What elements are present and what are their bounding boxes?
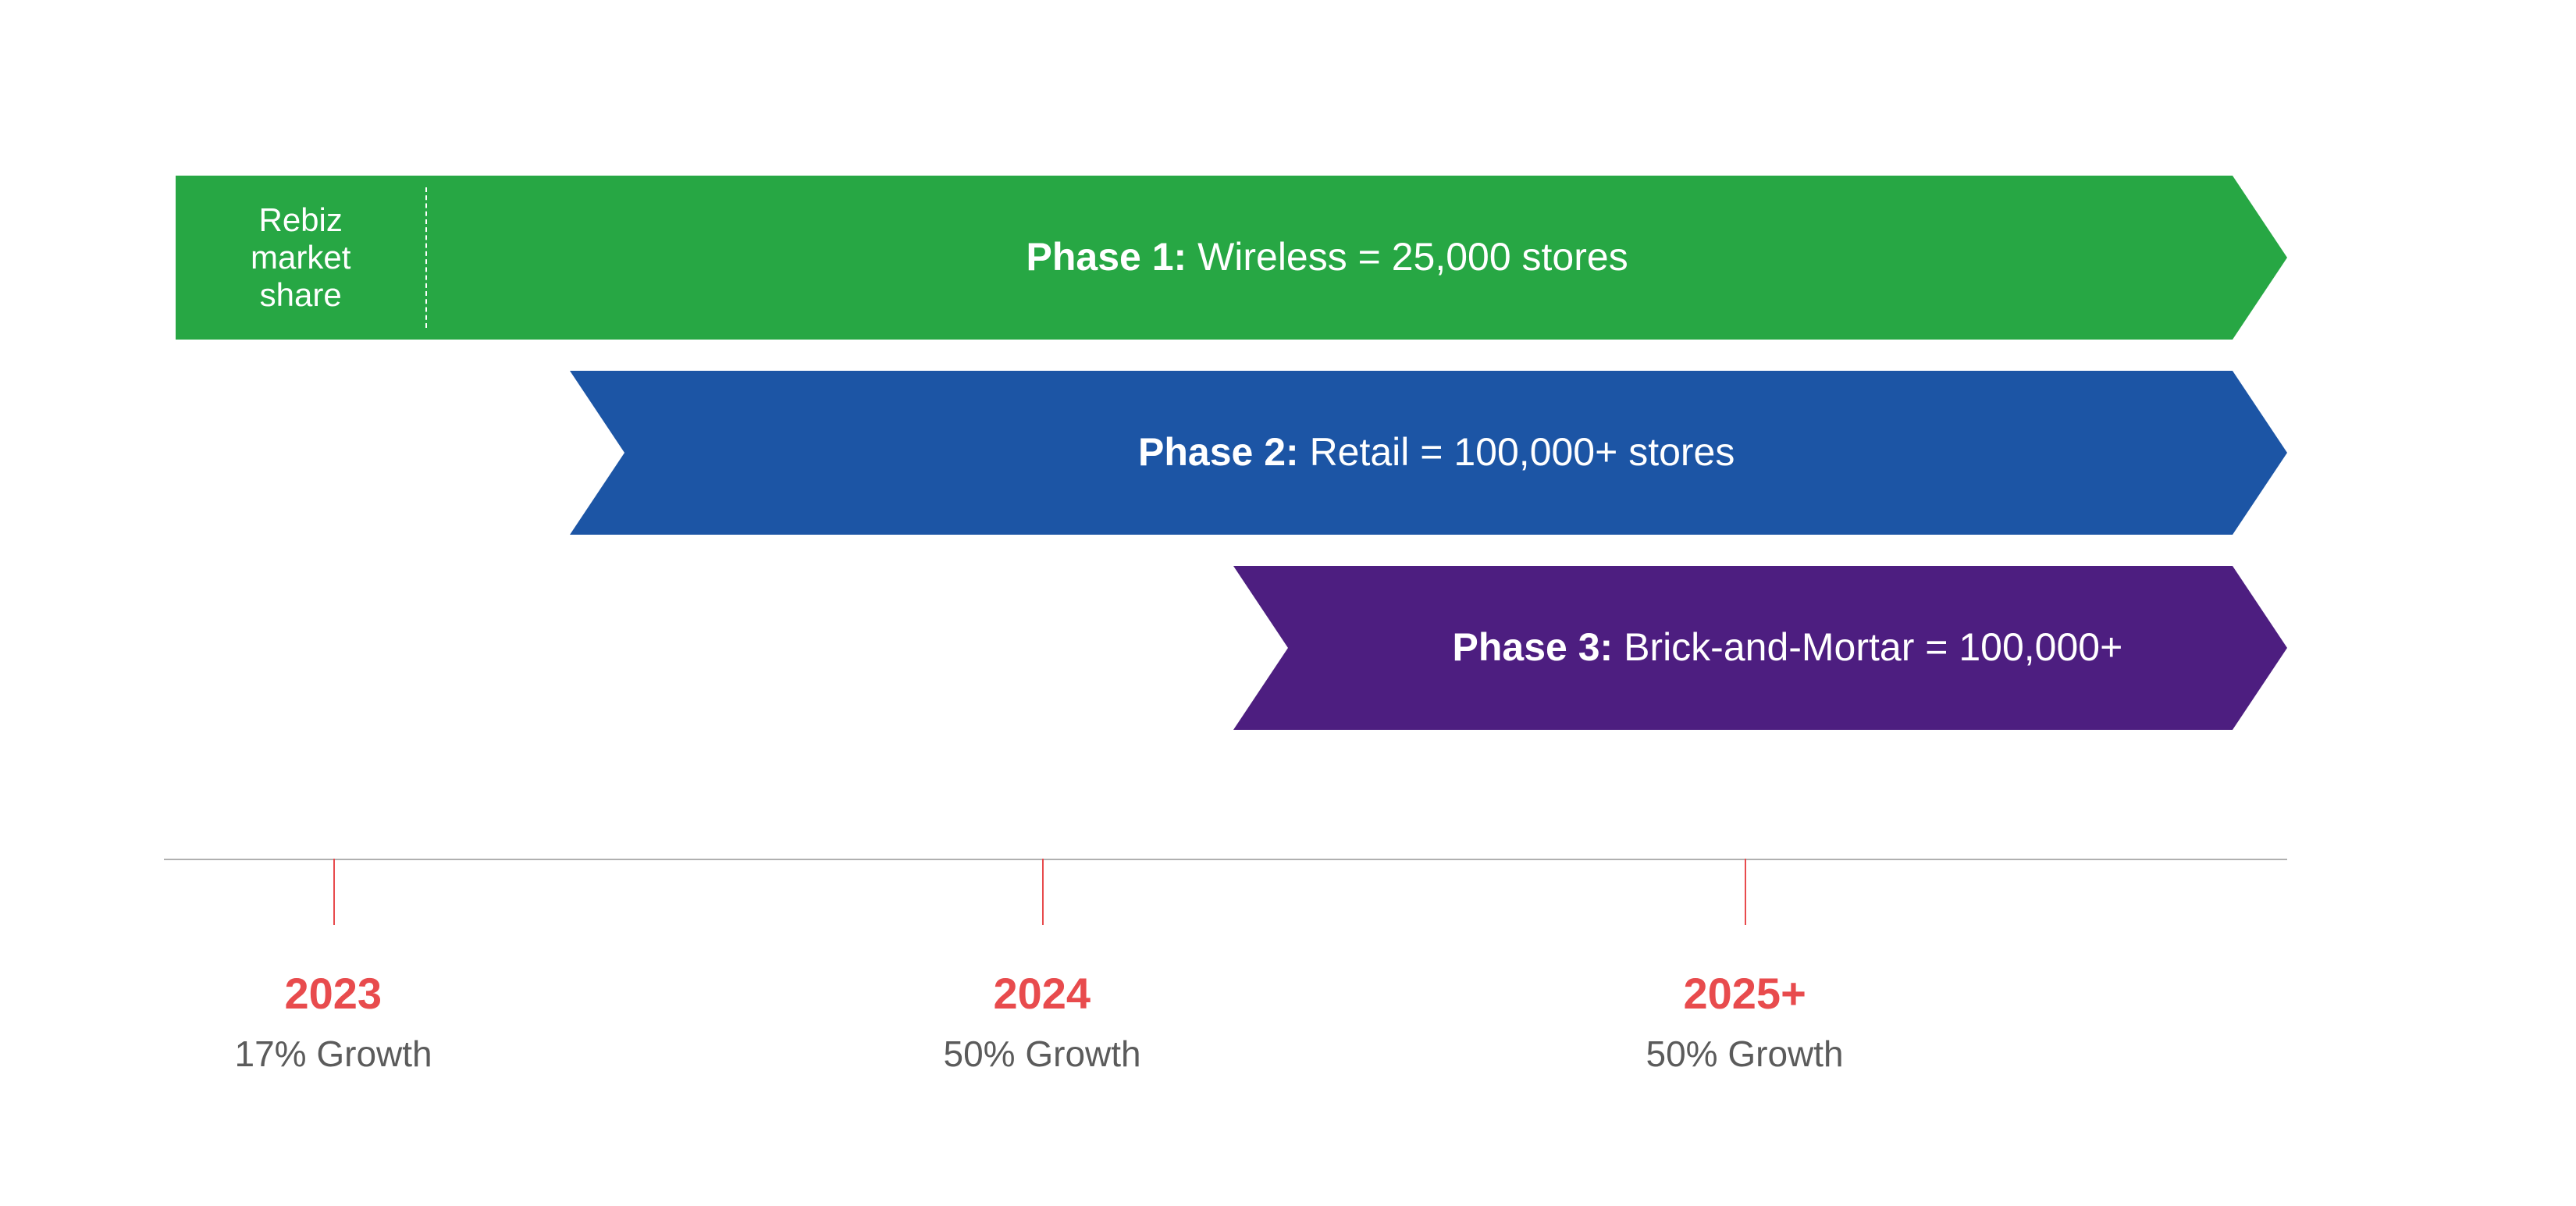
tick-y2023 bbox=[333, 859, 335, 925]
phase2-arrow-head bbox=[2233, 371, 2287, 535]
phase1-divider bbox=[425, 187, 427, 328]
market-share-line-1: Rebiz bbox=[251, 201, 350, 239]
phase3-label-bold: Phase 3: bbox=[1453, 625, 1614, 669]
market-share-label: Rebizmarketshare bbox=[251, 201, 350, 315]
phase3-label-text: Brick-and-Mortar = 100,000+ bbox=[1613, 625, 2122, 669]
market-share-line-2: market bbox=[251, 239, 350, 276]
market-share-line-3: share bbox=[251, 276, 350, 314]
year-label-y2024: 2024 bbox=[994, 968, 1091, 1019]
growth-label-y2023: 17% Growth bbox=[235, 1033, 432, 1075]
phase2-label-bold: Phase 2: bbox=[1138, 430, 1299, 474]
phase3-arrow-notch bbox=[1233, 566, 1288, 730]
phase2-label: Phase 2: Retail = 100,000+ stores bbox=[1138, 430, 1735, 475]
phase3-label: Phase 3: Brick-and-Mortar = 100,000+ bbox=[1453, 625, 2123, 671]
tick-y2025 bbox=[1745, 859, 1746, 925]
roadmap-diagram: Phase 1: Wireless = 25,000 stores Phase 2… bbox=[0, 0, 2576, 1206]
timeline-axis bbox=[164, 859, 2287, 860]
phase1-label-bold: Phase 1: bbox=[1026, 235, 1187, 279]
year-label-y2025: 2025+ bbox=[1684, 968, 1806, 1019]
phase1-label: Phase 1: Wireless = 25,000 stores bbox=[1026, 235, 1628, 280]
phase1-arrow-head bbox=[2233, 176, 2287, 340]
tick-y2024 bbox=[1042, 859, 1044, 925]
growth-label-y2024: 50% Growth bbox=[944, 1033, 1141, 1075]
phase3-arrow-head bbox=[2233, 566, 2287, 730]
phase2-arrow-notch bbox=[570, 371, 624, 535]
phase1-label-text: Wireless = 25,000 stores bbox=[1187, 235, 1628, 279]
year-label-y2023: 2023 bbox=[285, 968, 382, 1019]
growth-label-y2025: 50% Growth bbox=[1646, 1033, 1844, 1075]
phase2-label-text: Retail = 100,000+ stores bbox=[1299, 430, 1735, 474]
